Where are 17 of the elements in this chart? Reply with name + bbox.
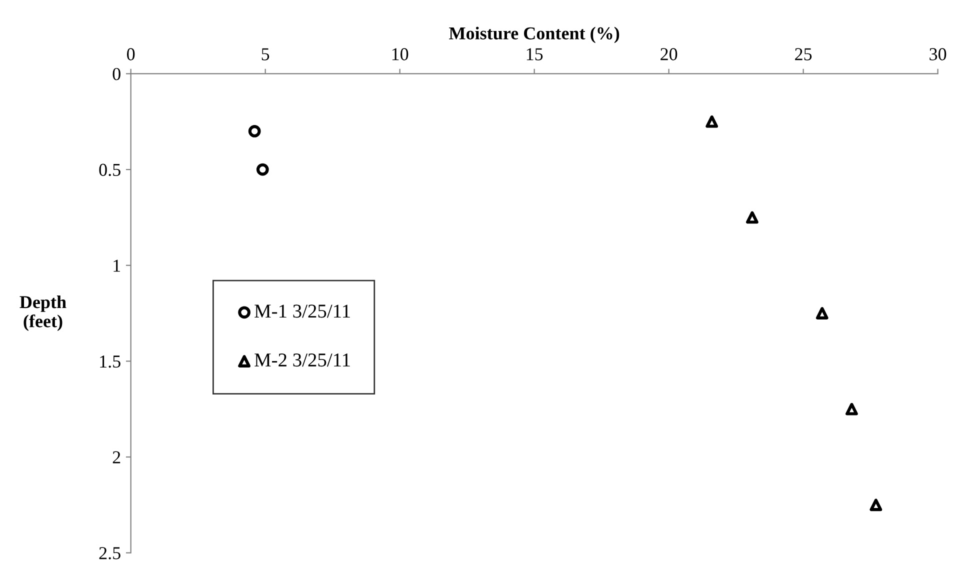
y-tick-label: 1.5 [100,356,120,368]
y-tick-label: 1 [114,260,120,272]
legend-label: M-1 3/25/11 [254,304,350,318]
y-tick-label: 0 [112,68,120,80]
legend-label: M-2 3/25/11 [254,354,350,367]
y-tick-label: 2.5 [99,547,120,560]
x-tick-label: 0 [127,48,135,60]
x-tick-label: 25 [795,48,812,60]
x-tick-label: 20 [660,48,678,60]
x-axis-title: Moisture Content (%) [449,26,620,44]
x-tick-label: 5 [262,48,270,60]
x-tick-label: 15 [526,48,543,60]
y-tick-label: 0.5 [99,164,120,176]
y-tick-label: 2 [112,451,120,464]
x-tick-label: 10 [392,48,408,60]
x-tick-label: 30 [930,48,946,60]
y-axis-title: Depth (feet) [20,296,66,332]
